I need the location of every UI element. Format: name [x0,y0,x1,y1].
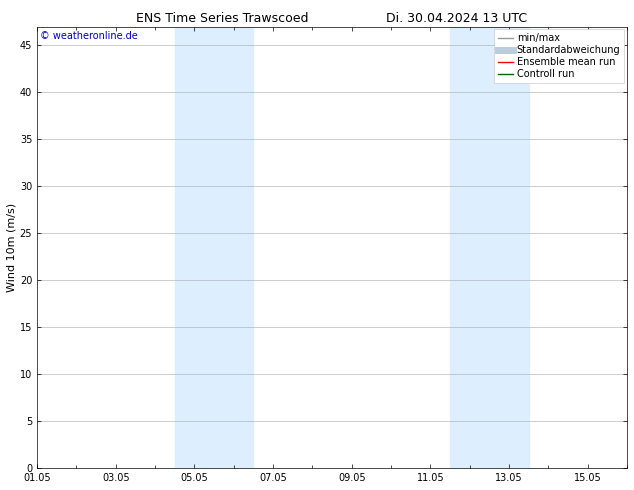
Legend: min/max, Standardabweichung, Ensemble mean run, Controll run: min/max, Standardabweichung, Ensemble me… [495,29,624,83]
Text: ENS Time Series Trawscoed: ENS Time Series Trawscoed [136,12,308,25]
Text: Di. 30.04.2024 13 UTC: Di. 30.04.2024 13 UTC [386,12,527,25]
Bar [175,26,254,468]
Text: © weatheronline.de: © weatheronline.de [40,31,138,41]
Y-axis label: Wind 10m (m/s): Wind 10m (m/s) [7,203,17,292]
Bar [450,26,529,468]
